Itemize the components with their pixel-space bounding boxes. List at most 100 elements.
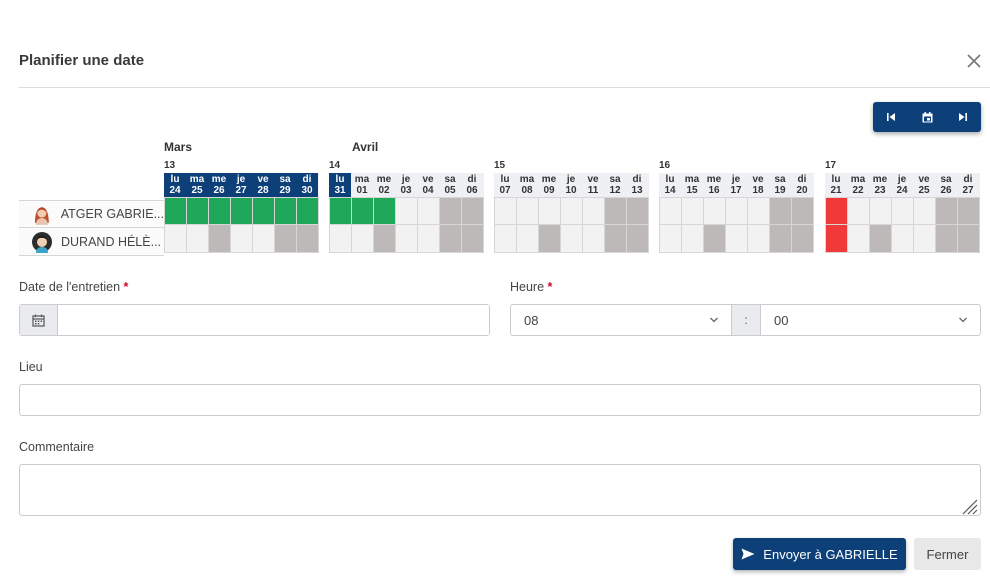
availability-cell[interactable] — [583, 197, 605, 225]
availability-cell[interactable] — [770, 225, 792, 253]
availability-cell[interactable] — [583, 225, 605, 253]
availability-cell[interactable] — [605, 225, 627, 253]
availability-cell[interactable] — [792, 197, 814, 225]
availability-cell[interactable] — [958, 225, 980, 253]
availability-cell[interactable] — [209, 225, 231, 253]
availability-cell[interactable] — [539, 225, 561, 253]
place-input[interactable] — [19, 384, 981, 416]
day-number: 09 — [543, 185, 555, 196]
availability-cell[interactable] — [958, 197, 980, 225]
availability-cell[interactable] — [660, 225, 682, 253]
availability-cell[interactable] — [892, 225, 914, 253]
availability-cell[interactable] — [396, 225, 418, 253]
availability-cell[interactable] — [627, 197, 649, 225]
availability-cell[interactable] — [187, 197, 209, 225]
comment-textarea[interactable] — [19, 464, 981, 516]
availability-cell[interactable] — [539, 197, 561, 225]
availability-cell[interactable] — [936, 225, 958, 253]
availability-cell[interactable] — [870, 197, 892, 225]
availability-cell[interactable] — [165, 225, 187, 253]
availability-cell[interactable] — [440, 225, 462, 253]
availability-cell[interactable] — [848, 197, 870, 225]
availability-cell[interactable] — [936, 197, 958, 225]
availability-cell[interactable] — [704, 225, 726, 253]
close-button[interactable]: Fermer — [914, 538, 981, 570]
availability-cell[interactable] — [297, 225, 319, 253]
availability-cell[interactable] — [848, 225, 870, 253]
minute-select[interactable]: 00 — [761, 305, 980, 335]
availability-cell[interactable] — [826, 197, 848, 225]
availability-cell[interactable] — [352, 225, 374, 253]
availability-cell[interactable] — [605, 197, 627, 225]
availability-cell[interactable] — [517, 197, 539, 225]
day-number: 19 — [774, 185, 786, 196]
day-header: ma 22 — [847, 173, 869, 197]
availability-cell[interactable] — [561, 225, 583, 253]
availability-cell[interactable] — [682, 197, 704, 225]
availability-cell[interactable] — [748, 225, 770, 253]
availability-cell[interactable] — [396, 197, 418, 225]
day-header-row: lu 31 ma 01 me 02 je 03 ve 04 sa 05 di 06 — [329, 173, 484, 197]
availability-row — [164, 225, 319, 253]
availability-cell[interactable] — [627, 225, 649, 253]
availability-cell[interactable] — [682, 225, 704, 253]
availability-cell[interactable] — [726, 225, 748, 253]
availability-cell[interactable] — [231, 197, 253, 225]
day-abbrev: ma — [519, 174, 535, 185]
resize-handle-icon[interactable] — [960, 497, 978, 515]
availability-cell[interactable] — [495, 225, 517, 253]
availability-cell[interactable] — [418, 225, 440, 253]
availability-cell[interactable] — [462, 197, 484, 225]
availability-cell[interactable] — [660, 197, 682, 225]
date-input[interactable] — [58, 305, 489, 335]
close-icon[interactable] — [964, 51, 984, 71]
availability-cell[interactable] — [374, 225, 396, 253]
day-header: di 30 — [296, 173, 318, 197]
availability-cell[interactable] — [253, 197, 275, 225]
availability-cell[interactable] — [914, 197, 936, 225]
day-header: sa 29 — [274, 173, 296, 197]
day-number: 12 — [609, 185, 621, 196]
availability-cell[interactable] — [374, 197, 396, 225]
day-header: je 24 — [891, 173, 913, 197]
availability-cell[interactable] — [914, 225, 936, 253]
availability-cell[interactable] — [440, 197, 462, 225]
availability-cell[interactable] — [892, 197, 914, 225]
availability-cell[interactable] — [352, 197, 374, 225]
send-button[interactable]: Envoyer à GABRIELLE — [733, 538, 906, 570]
availability-cell[interactable] — [726, 197, 748, 225]
availability-cell[interactable] — [330, 197, 352, 225]
calendar-icon[interactable] — [20, 305, 58, 335]
availability-cell[interactable] — [792, 225, 814, 253]
availability-cell[interactable] — [462, 225, 484, 253]
availability-cell[interactable] — [870, 225, 892, 253]
today-button[interactable] — [909, 102, 945, 132]
day-number: 29 — [279, 185, 291, 196]
availability-cell[interactable] — [275, 225, 297, 253]
availability-cell[interactable] — [748, 197, 770, 225]
minute-value: 00 — [774, 312, 789, 328]
availability-cell[interactable] — [418, 197, 440, 225]
person-name: DURAND HÉLÈ... — [61, 234, 162, 249]
day-header: je 03 — [395, 173, 417, 197]
availability-cell[interactable] — [495, 197, 517, 225]
availability-cell[interactable] — [770, 197, 792, 225]
availability-cell[interactable] — [209, 197, 231, 225]
next-button[interactable] — [945, 102, 981, 132]
availability-cell[interactable] — [297, 197, 319, 225]
day-number: 05 — [444, 185, 456, 196]
availability-cell[interactable] — [187, 225, 209, 253]
availability-cell[interactable] — [517, 225, 539, 253]
availability-cell[interactable] — [275, 197, 297, 225]
availability-cell[interactable] — [561, 197, 583, 225]
previous-button[interactable] — [873, 102, 909, 132]
day-header: lu 21 — [825, 173, 847, 197]
availability-cell[interactable] — [704, 197, 726, 225]
availability-cell[interactable] — [330, 225, 352, 253]
hour-select[interactable]: 08 — [511, 305, 731, 335]
availability-cell[interactable] — [253, 225, 275, 253]
availability-cell[interactable] — [231, 225, 253, 253]
availability-cell[interactable] — [165, 197, 187, 225]
availability-cell[interactable] — [826, 225, 848, 253]
week-block: 14 lu 31 ma 01 me 02 je 03 ve 04 sa 05 di 06 — [329, 159, 484, 253]
